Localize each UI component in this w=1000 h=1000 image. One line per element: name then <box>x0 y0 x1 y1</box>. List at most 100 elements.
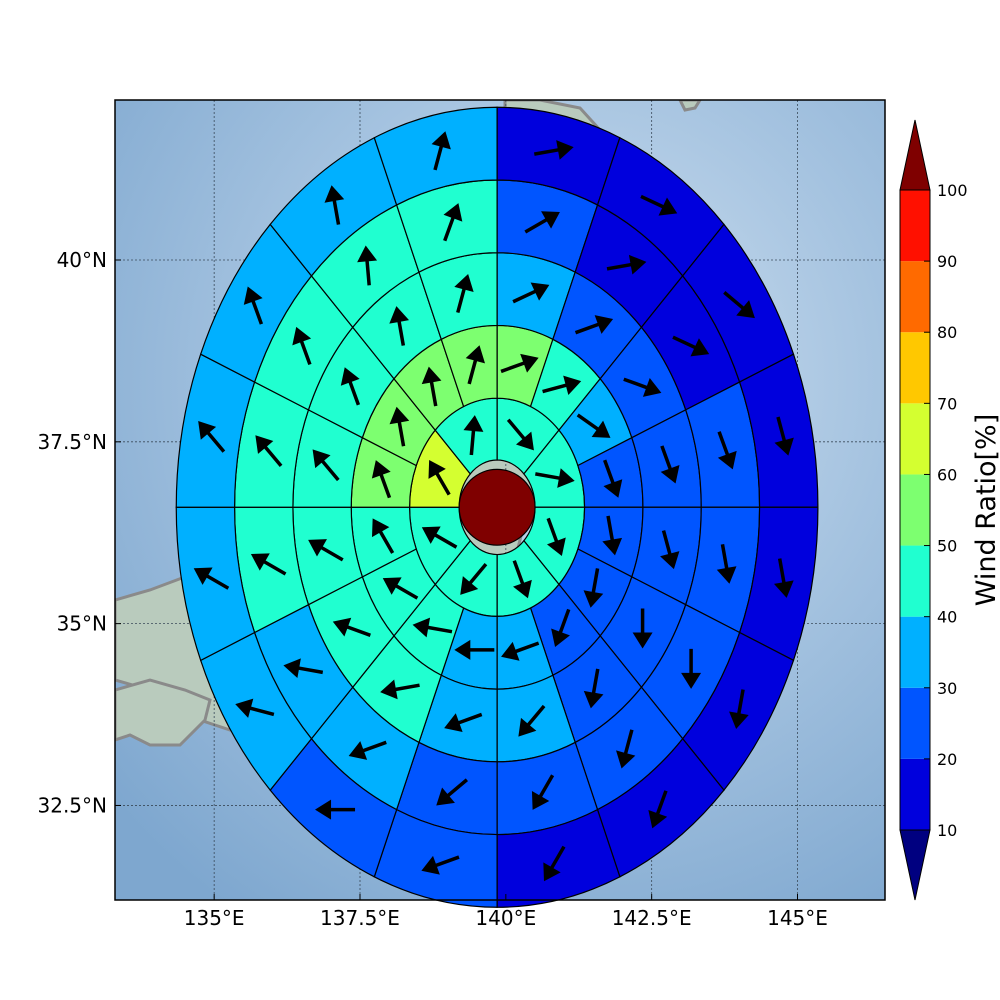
wind-arrow <box>340 367 361 406</box>
wind-arrow <box>535 468 575 488</box>
wind-arrow <box>723 291 755 319</box>
wind-arrow <box>603 459 623 498</box>
wind-arrow <box>357 245 378 286</box>
colorbar-cell <box>900 474 930 546</box>
wind-arrow <box>512 282 550 304</box>
wind-arrow <box>465 345 486 385</box>
wind-arrow <box>716 544 737 584</box>
wind-sector-rings <box>175 106 819 908</box>
y-tick-label: 35°N <box>57 612 107 636</box>
colorbar-tick-label: 30 <box>937 679 957 698</box>
colorbar-cell <box>900 687 930 759</box>
wind-arrow <box>583 568 604 608</box>
wind-arrow <box>460 563 488 595</box>
colorbar-ticks: 10 20 30 40 50 60 70 80 90 100 <box>924 181 968 840</box>
y-tick-label: 37.5°N <box>38 430 108 454</box>
wind-arrow <box>524 211 560 234</box>
wind-arrow <box>632 608 653 649</box>
wind-arrow <box>501 641 540 661</box>
center-core <box>458 468 536 546</box>
colorbar-tick-label: 70 <box>937 394 957 413</box>
wind-arrow <box>198 421 226 453</box>
wind-arrow <box>308 539 344 562</box>
wind-arrow <box>602 515 623 556</box>
wind-arrow <box>660 445 680 484</box>
colorbar-tick-label: 100 <box>937 181 968 200</box>
wind-sector <box>373 106 498 206</box>
wind-arrow <box>546 517 566 556</box>
wind-arrow <box>444 712 483 733</box>
wind-arrow <box>729 689 749 729</box>
wind-arrow <box>463 415 484 456</box>
x-tick-label: 145°E <box>767 906 828 930</box>
wind-arrow <box>283 658 324 679</box>
wind-arrow <box>312 449 340 482</box>
wind-arrow <box>380 679 420 700</box>
wind-arrow <box>421 855 460 875</box>
wind-arrows <box>193 131 794 882</box>
wind-arrow <box>412 617 453 638</box>
wind-arrow <box>551 608 571 648</box>
colorbar-tick-label: 80 <box>937 323 957 342</box>
wind-arrow <box>500 353 539 374</box>
wind-arrow <box>616 729 636 769</box>
y-axis-ticks: 32.5°N 35°N 37.5°N 40°N <box>38 248 121 817</box>
wind-arrow <box>717 431 737 470</box>
wind-arrow <box>255 435 283 467</box>
colorbar-cell <box>900 261 930 333</box>
colorbar-cells <box>899 189 931 831</box>
wind-arrow <box>193 567 230 590</box>
colorbar-cell <box>900 332 930 404</box>
colorbar-over-triangle <box>899 119 931 191</box>
x-tick-label: 137.5°E <box>320 906 400 930</box>
map-frame <box>114 99 886 901</box>
colorbar-cell <box>900 190 930 262</box>
land-shikoku <box>115 678 212 747</box>
wind-arrow <box>773 558 794 598</box>
wind-arrow <box>348 740 387 760</box>
colorbar-label: Wind Ratio[%] <box>971 414 1000 606</box>
wind-arrow <box>332 617 371 637</box>
colorbar-cell <box>900 616 930 688</box>
wind-arrow <box>583 668 604 709</box>
wind-arrow <box>623 377 662 397</box>
wind-arrow <box>648 790 668 829</box>
land-north-tip <box>678 100 702 112</box>
wind-arrow <box>428 460 451 496</box>
colorbar-tick-label: 10 <box>937 821 957 840</box>
wind-arrow <box>389 406 410 447</box>
wind-arrow <box>454 639 495 660</box>
wind-arrow <box>436 778 469 806</box>
wind-arrow <box>371 518 395 554</box>
x-tick-label: 140°E <box>475 906 536 930</box>
wind-arrow <box>389 306 410 346</box>
colorbar: 10 20 30 40 50 60 70 80 90 100 Wind Ratio[%] <box>899 119 1000 901</box>
wind-arrow <box>512 560 532 599</box>
colorbar-tick-label: 40 <box>937 608 957 627</box>
wind-arrow <box>681 648 702 689</box>
wind-arrow <box>543 845 566 882</box>
wind-arrow <box>606 254 647 275</box>
wind-arrow <box>518 704 546 737</box>
colorbar-tick-label: 60 <box>937 465 957 484</box>
x-tick-label: 142.5°E <box>612 906 692 930</box>
map-panel <box>114 99 886 908</box>
wind-arrow <box>292 326 312 366</box>
wind-arrow <box>382 577 419 600</box>
colorbar-tick-label: 90 <box>937 252 957 271</box>
y-tick-label: 32.5°N <box>38 793 108 817</box>
wind-arrow <box>443 203 463 242</box>
wind-arrow <box>506 418 534 451</box>
x-tick-label: 135°E <box>184 906 245 930</box>
wind-arrow <box>421 366 442 407</box>
wind-arrow <box>431 131 451 171</box>
wind-arrow <box>660 530 680 570</box>
wind-arrow <box>243 286 264 325</box>
wind-arrow <box>315 799 356 820</box>
wind-arrow <box>235 698 275 718</box>
colorbar-cell <box>900 403 930 475</box>
y-tick-label: 40°N <box>57 248 107 272</box>
wind-arrow <box>454 273 474 314</box>
wind-arrow <box>421 526 458 549</box>
